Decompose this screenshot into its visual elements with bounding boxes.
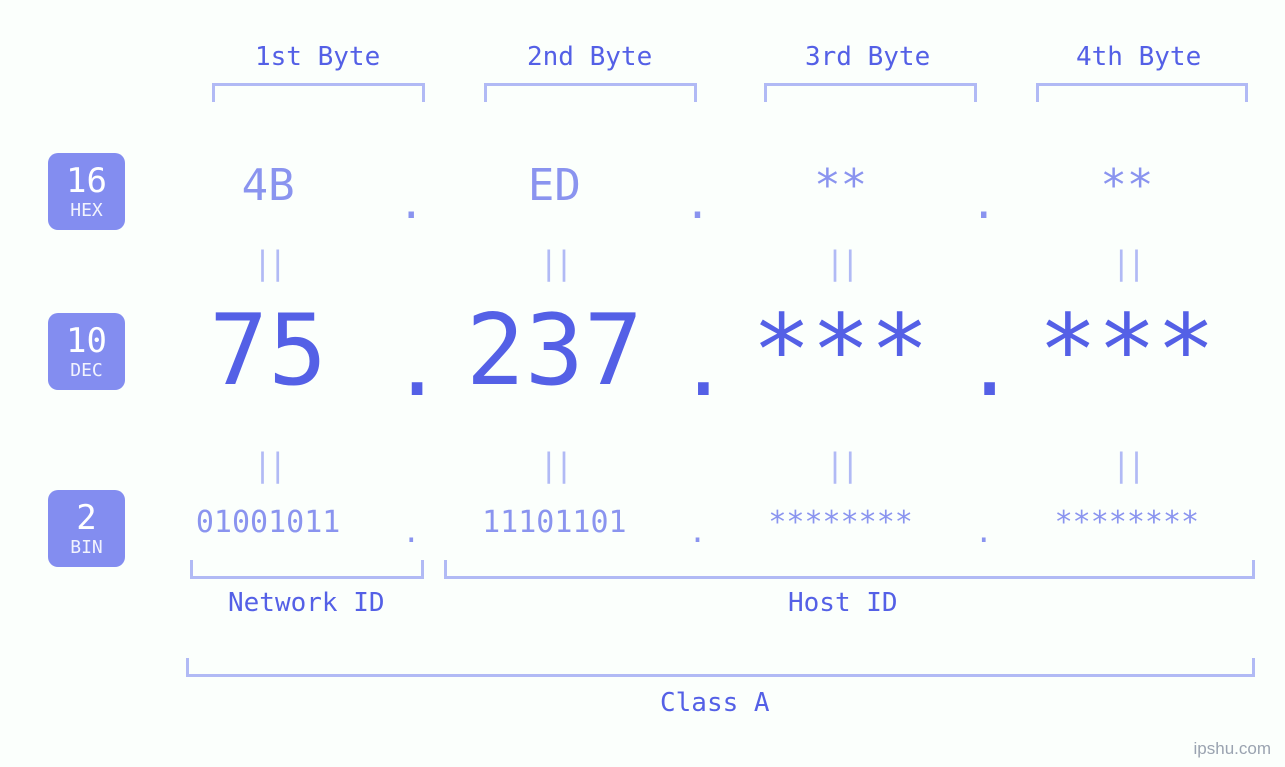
dot: .: [391, 316, 431, 430]
dot: .: [678, 178, 718, 229]
dot: .: [964, 178, 1004, 229]
badge-bin-num: 2: [76, 501, 96, 535]
bin-byte-3: ********: [718, 505, 964, 540]
network-id-label: Network ID: [228, 588, 385, 618]
badge-dec: 10 DEC: [48, 313, 125, 390]
badge-hex-txt: HEX: [70, 202, 103, 220]
dot: .: [391, 515, 431, 550]
equals-icon: ||: [145, 244, 391, 282]
hex-byte-2: ED: [431, 160, 677, 211]
dot: .: [678, 316, 718, 430]
equals-icon: ||: [431, 446, 677, 484]
badge-hex: 16 HEX: [48, 153, 125, 230]
network-id-bracket: [190, 560, 424, 579]
bin-byte-2: 11101101: [431, 505, 677, 540]
watermark: ipshu.com: [1194, 739, 1271, 759]
dec-byte-1: 75: [145, 294, 391, 408]
row-hex: 4B . ED . ** . **: [145, 160, 1250, 211]
dot: .: [678, 515, 718, 550]
dec-byte-2: 237: [431, 294, 677, 408]
hex-byte-3: **: [718, 160, 964, 211]
badge-bin-txt: BIN: [70, 539, 103, 557]
host-id-label: Host ID: [788, 588, 898, 618]
dot: .: [964, 316, 1004, 430]
class-label: Class A: [660, 688, 770, 718]
equals-icon: ||: [1004, 244, 1250, 282]
byte-4-label: 4th Byte: [1076, 42, 1201, 72]
bin-byte-1: 01001011: [145, 505, 391, 540]
badge-dec-txt: DEC: [70, 362, 103, 380]
badge-dec-num: 10: [66, 324, 107, 358]
row-bin: 01001011 . 11101101 . ******** . *******…: [145, 505, 1250, 540]
byte-3-bracket: [764, 83, 977, 102]
host-id-bracket: [444, 560, 1255, 579]
bin-byte-4: ********: [1004, 505, 1250, 540]
equals-icon: ||: [431, 244, 677, 282]
equals-row-1: || || || ||: [145, 244, 1250, 282]
byte-3-label: 3rd Byte: [805, 42, 930, 72]
row-dec: 75 . 237 . *** . ***: [145, 294, 1250, 408]
byte-2-label: 2nd Byte: [527, 42, 652, 72]
equals-icon: ||: [145, 446, 391, 484]
hex-byte-1: 4B: [145, 160, 391, 211]
dec-byte-3: ***: [718, 294, 964, 408]
hex-byte-4: **: [1004, 160, 1250, 211]
class-bracket: [186, 658, 1255, 677]
byte-2-bracket: [484, 83, 697, 102]
badge-bin: 2 BIN: [48, 490, 125, 567]
equals-icon: ||: [1004, 446, 1250, 484]
equals-icon: ||: [718, 446, 964, 484]
byte-1-bracket: [212, 83, 425, 102]
byte-1-label: 1st Byte: [255, 42, 380, 72]
equals-icon: ||: [718, 244, 964, 282]
dot: .: [964, 515, 1004, 550]
dot: .: [391, 178, 431, 229]
byte-4-bracket: [1036, 83, 1248, 102]
equals-row-2: || || || ||: [145, 446, 1250, 484]
dec-byte-4: ***: [1004, 294, 1250, 408]
badge-hex-num: 16: [66, 164, 107, 198]
